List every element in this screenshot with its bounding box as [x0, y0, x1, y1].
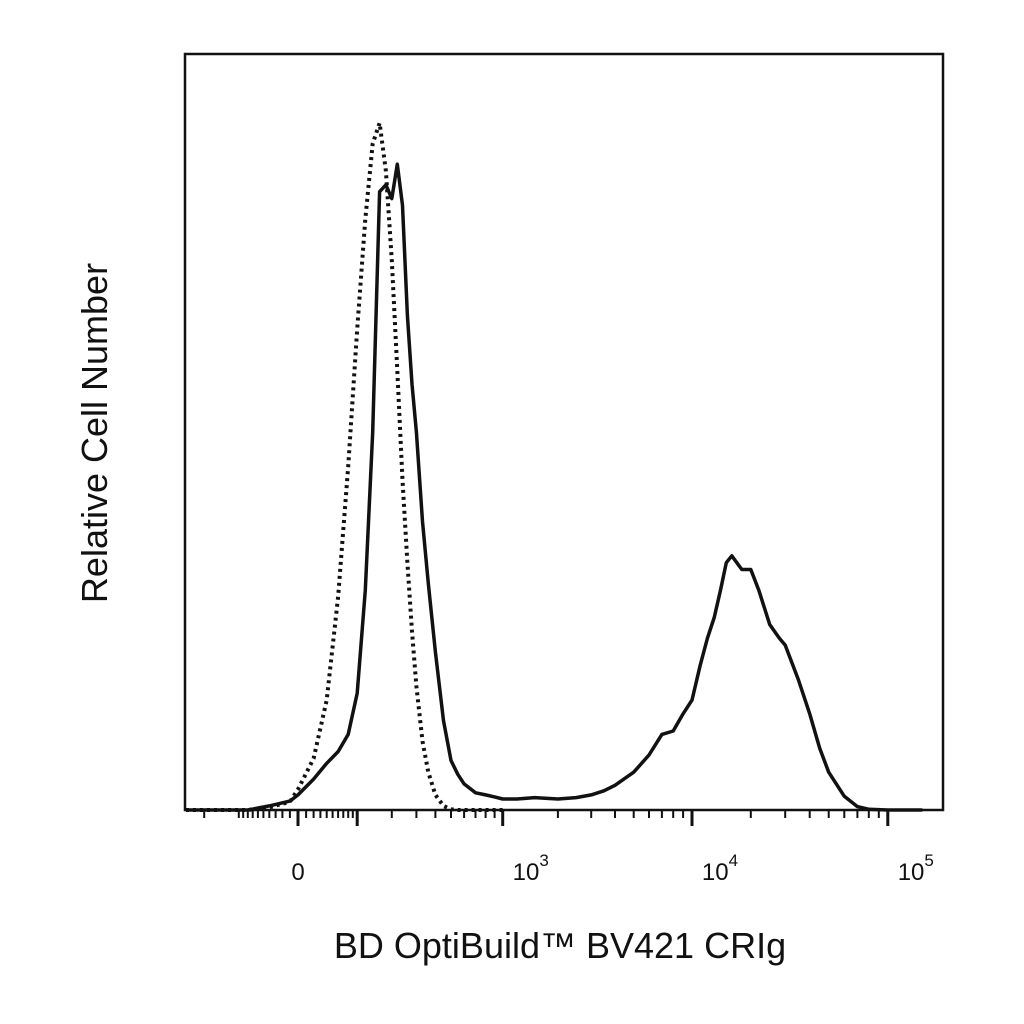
series-line-dotted	[186, 121, 503, 812]
series-line-solid	[186, 162, 923, 812]
x-axis-label: BD OptiBuild™ BV421 CRIg	[334, 925, 786, 966]
x-tick-label: 103	[513, 851, 549, 886]
plot-frame	[183, 52, 945, 812]
x-axis-tick-labels: 0 103 104 105	[291, 851, 934, 886]
x-tick-label: 0	[291, 859, 304, 886]
x-tick-label: 105	[898, 851, 934, 886]
y-axis-label: Relative Cell Number	[74, 263, 115, 603]
x-tick-label: 104	[702, 851, 738, 886]
series-layer	[186, 121, 923, 812]
x-axis-ticks	[203, 810, 890, 826]
